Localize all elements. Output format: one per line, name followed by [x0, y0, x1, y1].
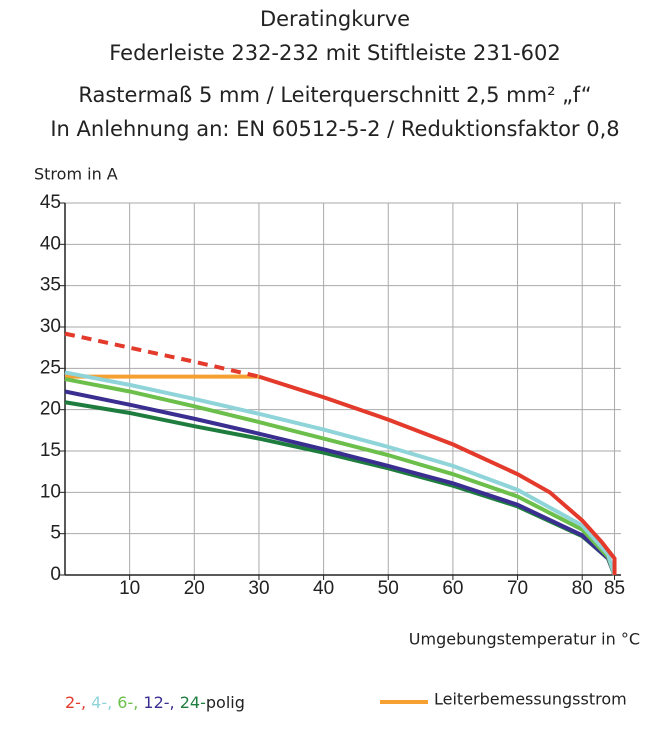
chart-title: Deratingkurve [260, 7, 410, 31]
y-tick-label: 0 [50, 564, 61, 585]
y-tick-label: 25 [40, 357, 61, 378]
legend-entry: 2-, [65, 693, 86, 712]
x-tick-label: 10 [119, 578, 140, 599]
y-tick-label: 45 [40, 192, 61, 213]
legend-entry: 24- [180, 693, 206, 712]
legend-entry: Leiterbemessungsstrom [434, 690, 627, 709]
legend-suffix: polig [206, 693, 245, 712]
chart-title: In Anlehnung an: EN 60512-5-2 / Reduktio… [50, 117, 619, 141]
line [64, 400, 617, 576]
chart-title: Federleiste 232-232 mit Stiftleiste 231-… [109, 41, 560, 65]
line [258, 374, 617, 575]
legend-entry: 12-, [143, 693, 174, 712]
x-tick-label: 20 [184, 578, 205, 599]
y-tick-label: 10 [40, 481, 61, 502]
line [64, 370, 617, 576]
y-tick-label: 35 [40, 275, 61, 296]
y-tick-label: 15 [40, 440, 61, 461]
legend: 2-, 4-, 6-, 12-, 24-polig [65, 693, 245, 712]
x-tick-label: 30 [248, 578, 269, 599]
legend-entry: 6-, [117, 693, 138, 712]
x-tick-label: 60 [442, 578, 463, 599]
x-tick-label: 80 [572, 578, 593, 599]
y-tick-label: 5 [50, 523, 61, 544]
x-axis-label: Umgebungstemperatur in °C [409, 630, 640, 649]
line [64, 377, 617, 576]
line [64, 389, 617, 576]
x-tick-label: 70 [507, 578, 528, 599]
line-dashed [64, 331, 260, 379]
legend-entry: 4-, [91, 693, 112, 712]
x-tick-label: 85 [604, 578, 625, 599]
y-tick-label: 20 [40, 399, 61, 420]
chart-title: Rastermaß 5 mm / Leiterquerschnitt 2,5 m… [78, 83, 591, 107]
x-tick-label: 40 [313, 578, 334, 599]
x-tick-label: 50 [378, 578, 399, 599]
y-tick-label: 40 [40, 233, 61, 254]
y-tick-label: 30 [40, 316, 61, 337]
y-axis-label: Strom in A [34, 165, 118, 184]
